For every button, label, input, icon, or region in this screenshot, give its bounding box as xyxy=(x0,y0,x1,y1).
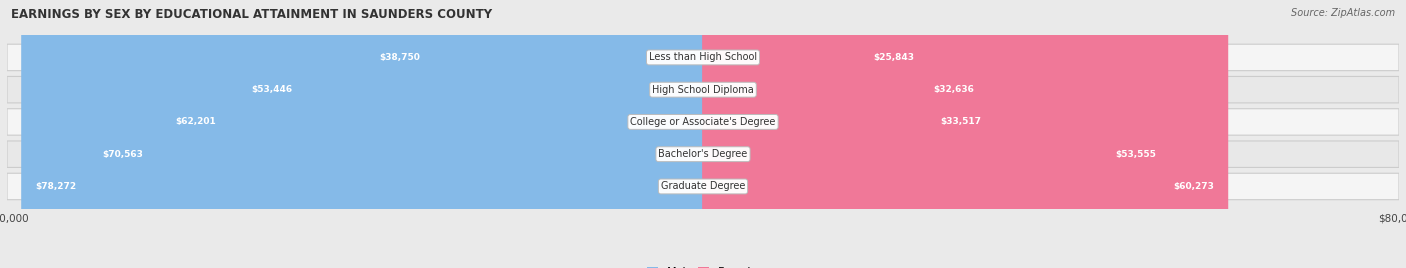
Text: $38,750: $38,750 xyxy=(380,53,420,62)
FancyBboxPatch shape xyxy=(702,0,1229,268)
FancyBboxPatch shape xyxy=(366,0,704,268)
Text: $25,843: $25,843 xyxy=(873,53,915,62)
Text: $32,636: $32,636 xyxy=(934,85,974,94)
FancyBboxPatch shape xyxy=(7,44,1399,71)
FancyBboxPatch shape xyxy=(21,0,704,268)
Text: Source: ZipAtlas.com: Source: ZipAtlas.com xyxy=(1291,8,1395,18)
FancyBboxPatch shape xyxy=(7,173,1399,200)
FancyBboxPatch shape xyxy=(702,0,995,268)
FancyBboxPatch shape xyxy=(162,0,704,268)
FancyBboxPatch shape xyxy=(702,0,929,268)
FancyBboxPatch shape xyxy=(238,0,704,268)
Text: $53,555: $53,555 xyxy=(1115,150,1156,159)
FancyBboxPatch shape xyxy=(7,141,1399,168)
Text: Bachelor's Degree: Bachelor's Degree xyxy=(658,149,748,159)
Text: College or Associate's Degree: College or Associate's Degree xyxy=(630,117,776,127)
Text: $70,563: $70,563 xyxy=(103,150,143,159)
Text: High School Diploma: High School Diploma xyxy=(652,85,754,95)
Text: $62,201: $62,201 xyxy=(174,117,215,126)
FancyBboxPatch shape xyxy=(702,0,1170,268)
Text: EARNINGS BY SEX BY EDUCATIONAL ATTAINMENT IN SAUNDERS COUNTY: EARNINGS BY SEX BY EDUCATIONAL ATTAINMEN… xyxy=(11,8,492,21)
Text: Graduate Degree: Graduate Degree xyxy=(661,181,745,191)
FancyBboxPatch shape xyxy=(7,109,1399,135)
Text: $53,446: $53,446 xyxy=(252,85,292,94)
FancyBboxPatch shape xyxy=(89,0,704,268)
Text: Less than High School: Less than High School xyxy=(650,53,756,62)
FancyBboxPatch shape xyxy=(702,0,988,268)
Text: $60,273: $60,273 xyxy=(1174,182,1215,191)
Legend: Male, Female: Male, Female xyxy=(643,263,763,268)
Text: $33,517: $33,517 xyxy=(941,117,981,126)
FancyBboxPatch shape xyxy=(7,76,1399,103)
Text: $78,272: $78,272 xyxy=(35,182,76,191)
